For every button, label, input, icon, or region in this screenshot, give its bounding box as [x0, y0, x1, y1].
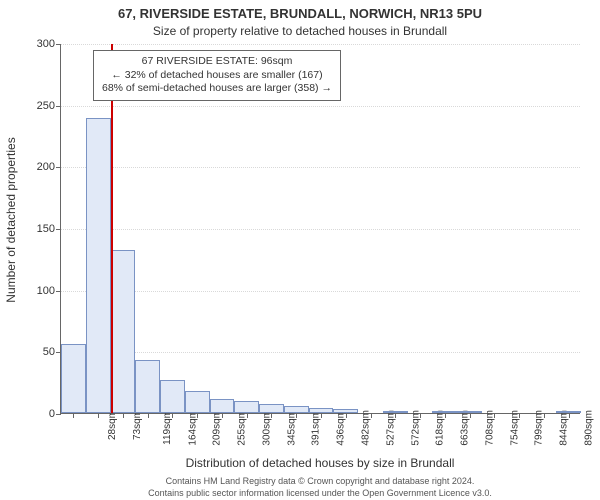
- y-tick: [56, 229, 61, 230]
- y-tick-label: 100: [21, 285, 55, 297]
- y-tick: [56, 414, 61, 415]
- x-tick: [519, 413, 520, 418]
- x-tick-label: 890sqm: [583, 410, 594, 446]
- histogram-bar: [210, 399, 235, 413]
- y-tick: [56, 167, 61, 168]
- x-tick: [271, 413, 272, 418]
- x-tick: [494, 413, 495, 418]
- histogram-bar: [111, 250, 136, 413]
- histogram-bar: [160, 380, 185, 413]
- y-tick: [56, 106, 61, 107]
- histogram-bar: [135, 360, 160, 413]
- x-tick-label: 73sqm: [132, 410, 143, 440]
- x-tick: [346, 413, 347, 418]
- chart-container: 67, RIVERSIDE ESTATE, BRUNDALL, NORWICH,…: [0, 0, 600, 500]
- histogram-bar: [86, 118, 111, 413]
- histogram-bar: [234, 401, 259, 413]
- grid-line: [61, 352, 580, 353]
- info-line-3: 68% of semi-detached houses are larger (…: [102, 82, 332, 96]
- plot-area: 05010015020025030028sqm73sqm119sqm164sqm…: [60, 44, 580, 414]
- x-tick: [445, 413, 446, 418]
- grid-line: [61, 291, 580, 292]
- y-tick-label: 0: [21, 408, 55, 420]
- y-tick-label: 300: [21, 38, 55, 50]
- licence-line-2: Contains public sector information licen…: [60, 488, 580, 498]
- y-tick: [56, 44, 61, 45]
- x-tick: [470, 413, 471, 418]
- y-tick-label: 200: [21, 161, 55, 173]
- x-tick: [544, 413, 545, 418]
- x-tick: [172, 413, 173, 418]
- grid-line: [61, 44, 580, 45]
- y-tick-label: 50: [21, 346, 55, 358]
- x-tick: [420, 413, 421, 418]
- x-tick: [395, 413, 396, 418]
- title-main: 67, RIVERSIDE ESTATE, BRUNDALL, NORWICH,…: [0, 6, 600, 21]
- info-line-1: 67 RIVERSIDE ESTATE: 96sqm: [102, 55, 332, 69]
- x-tick-label: 28sqm: [107, 410, 118, 440]
- x-tick: [247, 413, 248, 418]
- title-sub: Size of property relative to detached ho…: [0, 24, 600, 38]
- x-tick: [98, 413, 99, 418]
- x-tick: [148, 413, 149, 418]
- x-tick: [197, 413, 198, 418]
- y-tick: [56, 291, 61, 292]
- licence-line-1: Contains HM Land Registry data © Crown c…: [60, 476, 580, 486]
- histogram-bar: [61, 344, 86, 413]
- y-tick-label: 150: [21, 223, 55, 235]
- x-tick: [222, 413, 223, 418]
- histogram-bar: [284, 406, 309, 413]
- x-tick: [371, 413, 372, 418]
- x-tick-label: 119sqm: [162, 410, 173, 445]
- x-tick: [321, 413, 322, 418]
- x-tick: [569, 413, 570, 418]
- histogram-bar: [185, 391, 210, 413]
- x-axis-label: Distribution of detached houses by size …: [60, 456, 580, 470]
- grid-line: [61, 229, 580, 230]
- grid-line: [61, 167, 580, 168]
- y-axis-label: Number of detached properties: [4, 30, 20, 410]
- grid-line: [61, 106, 580, 107]
- y-tick-label: 250: [21, 100, 55, 112]
- info-box: 67 RIVERSIDE ESTATE: 96sqm ← 32% of deta…: [93, 50, 341, 101]
- x-tick: [73, 413, 74, 418]
- x-tick: [296, 413, 297, 418]
- info-line-2: ← 32% of detached houses are smaller (16…: [102, 69, 332, 83]
- x-tick: [123, 413, 124, 418]
- histogram-bar: [259, 404, 284, 413]
